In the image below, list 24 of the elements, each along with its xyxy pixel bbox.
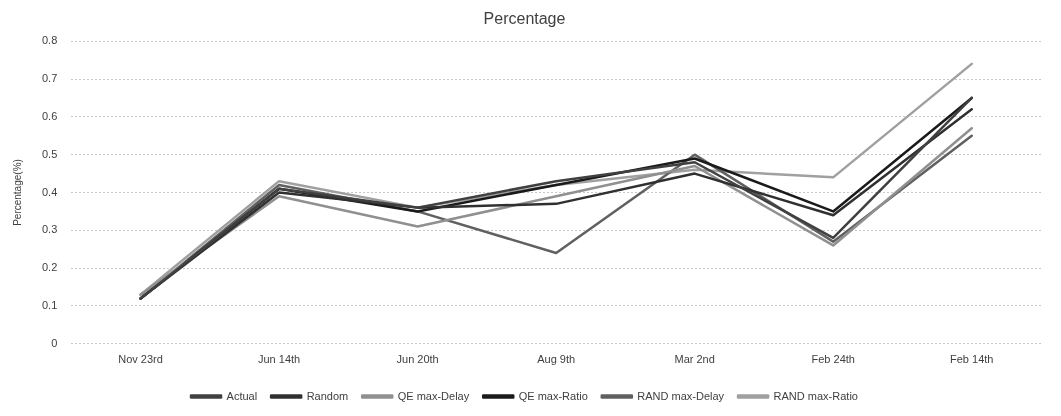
y-tick-label: 0.6 [41, 109, 58, 122]
y-tick-label: 0.5 [41, 147, 58, 160]
y-tick-label: 0.1 [41, 299, 58, 312]
x-tick-label: Aug 9th [537, 353, 576, 366]
chart-title: Percentage [483, 10, 566, 28]
x-tick-label: Nov 23rd [118, 353, 163, 366]
legend-label: QE max-Ratio [518, 389, 588, 402]
legend-label: Actual [226, 389, 258, 402]
y-tick-label: 0 [51, 336, 58, 349]
y-tick-label: 0.4 [41, 185, 58, 198]
legend-label: RAND max-Ratio [773, 389, 858, 402]
y-tick-label: 0.3 [41, 223, 58, 236]
x-tick-label: Jun 20th [396, 353, 439, 366]
x-tick-label: Mar 2nd [674, 353, 715, 366]
legend-label: Random [306, 389, 349, 402]
y-tick-label: 0.8 [41, 34, 58, 47]
x-tick-label: Feb 24th [811, 353, 855, 366]
legend-label: RAND max-Delay [637, 389, 725, 402]
y-tick-label: 0.7 [41, 72, 58, 85]
x-tick-label: Feb 14th [950, 353, 994, 366]
y-tick-label: 0.2 [41, 261, 58, 274]
y-axis-title: Percentage(%) [11, 159, 23, 226]
x-tick-label: Jun 14th [257, 353, 301, 366]
legend-label: QE max-Delay [397, 389, 470, 402]
